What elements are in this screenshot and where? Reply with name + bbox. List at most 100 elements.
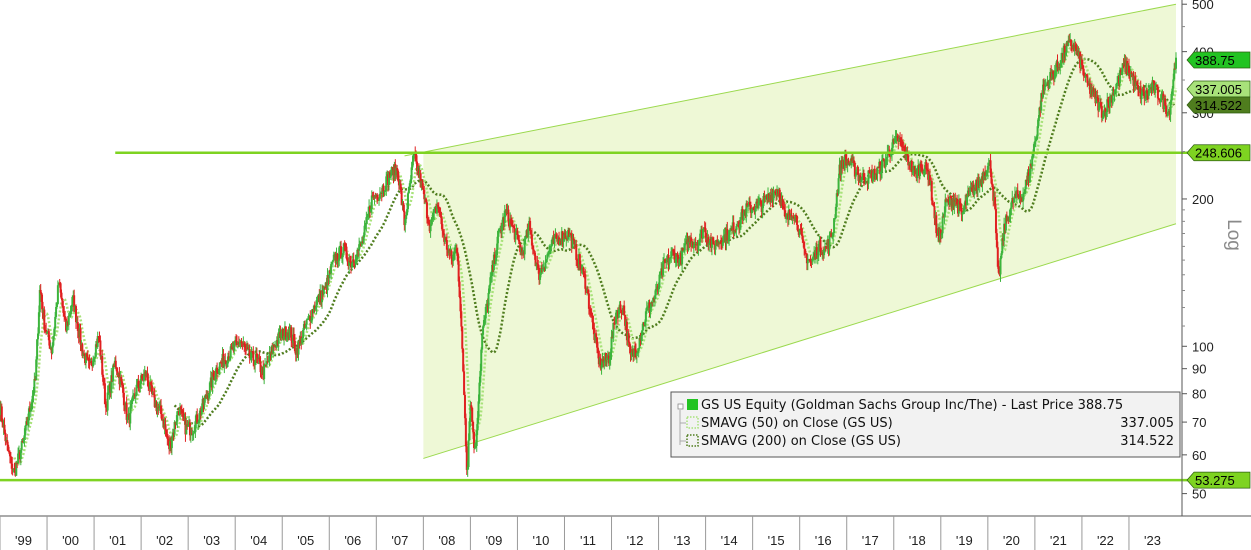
candle-body (36, 339, 39, 360)
x-tick-label: '23 (1144, 533, 1161, 548)
candle-body (461, 326, 464, 349)
candle (121, 378, 124, 386)
legend-value: 337.005 (1120, 416, 1174, 431)
candle (435, 199, 438, 215)
candle-body (1086, 75, 1089, 83)
candle (757, 196, 760, 211)
candle-body (646, 306, 649, 308)
candle-body (932, 205, 935, 207)
candle-body (615, 312, 618, 324)
candle (755, 198, 758, 211)
candle-body (627, 333, 630, 343)
candle (1009, 207, 1012, 223)
candle-body (837, 178, 840, 194)
candle-body (861, 176, 864, 181)
candle-body (890, 154, 893, 157)
candle (809, 255, 812, 267)
candle-body (752, 207, 755, 211)
candle-body (220, 362, 223, 364)
candle-body (712, 240, 715, 245)
candle-body (249, 357, 252, 359)
candle-body (162, 419, 165, 428)
candle-body (107, 392, 110, 394)
candle-body (1022, 193, 1025, 202)
candle-body (438, 212, 441, 215)
candle-body (47, 331, 50, 341)
candle-body (360, 241, 363, 246)
candle-body (211, 373, 214, 388)
candle-body (824, 246, 827, 250)
candle (313, 301, 316, 313)
candle (427, 216, 430, 225)
price-tag-248-606: 248.606 (1186, 144, 1251, 162)
candle-body (534, 255, 537, 267)
candle-body (605, 352, 608, 361)
candle-body (817, 243, 820, 256)
candle-body (876, 166, 879, 174)
price-tag-box (1186, 471, 1251, 489)
candle (1098, 101, 1101, 113)
candle (856, 165, 859, 175)
candle-body (600, 365, 603, 369)
candle-body (99, 340, 102, 357)
candle-body (875, 173, 878, 175)
x-tick-label: '22 (1097, 533, 1114, 548)
candle-body (930, 180, 933, 201)
candle (890, 154, 893, 157)
candle (1089, 78, 1092, 99)
candle-body (487, 292, 490, 307)
candle (176, 411, 179, 429)
candle-body (217, 372, 220, 374)
candle-body (885, 158, 888, 160)
candle-body (121, 381, 124, 385)
candle-body (9, 456, 12, 458)
candle (1134, 71, 1137, 91)
candle (263, 363, 266, 385)
candle-body (59, 283, 62, 293)
candle (24, 424, 27, 440)
candle (719, 234, 722, 250)
candle (1048, 79, 1051, 90)
candle-body (101, 355, 104, 375)
candle-body (507, 209, 510, 222)
candle-body (707, 237, 710, 245)
candle (488, 284, 491, 295)
candle (179, 402, 182, 419)
candle-body (1035, 136, 1038, 139)
candle-body (1080, 59, 1083, 66)
candle-body (268, 351, 271, 361)
candle-body (620, 309, 623, 313)
candle (1082, 65, 1085, 82)
candle-body (214, 376, 217, 380)
candle-body (919, 163, 922, 168)
candle (518, 235, 521, 245)
candle-body (181, 410, 184, 414)
candle (900, 134, 903, 151)
candle (927, 162, 930, 187)
candle-body (516, 230, 519, 235)
candle-body (1154, 85, 1157, 94)
candle (762, 192, 765, 209)
candle-body (352, 259, 355, 262)
candle-body (828, 235, 831, 250)
candle-body (31, 395, 34, 403)
candle-body (703, 227, 706, 229)
candle-body (464, 418, 467, 447)
candle-body (690, 237, 693, 247)
x-tick-label: '14 (721, 533, 738, 548)
candle-body (537, 264, 540, 268)
candle-body (925, 162, 928, 169)
candle-body (377, 199, 380, 201)
candle-body (312, 305, 315, 314)
candle-body (429, 225, 432, 232)
candle-body (588, 308, 591, 312)
candle (439, 207, 442, 218)
candle (110, 367, 113, 399)
candle-body (587, 293, 590, 309)
candle-body (985, 172, 988, 176)
candle-body (126, 416, 129, 420)
candle-body (191, 434, 194, 436)
candle-body (32, 393, 35, 396)
candle-body (342, 243, 345, 254)
